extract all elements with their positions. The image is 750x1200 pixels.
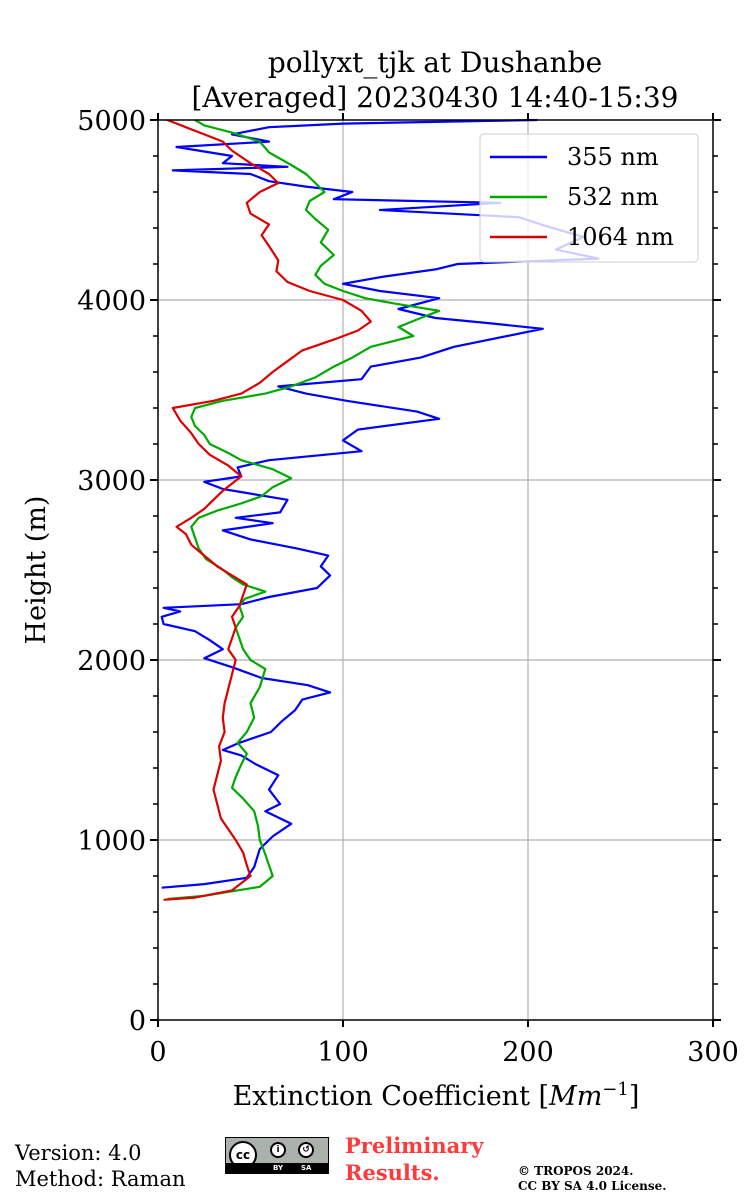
y-tick-label-4: 4000 — [77, 286, 146, 317]
version-text: Version: 4.0 — [15, 1141, 142, 1165]
x-tick-label-3: 300 — [687, 1037, 739, 1068]
legend-label-1064: 1064 nm — [567, 223, 674, 251]
legend: 355 nm 532 nm 1064 nm — [479, 133, 699, 263]
y-tick-label-0: 0 — [129, 1006, 146, 1037]
x-tick-label-0: 0 — [149, 1037, 166, 1068]
badge-bar — [226, 1163, 328, 1173]
copyright-line1: © TROPOS 2024. — [518, 1164, 634, 1178]
legend-label-355: 355 nm — [567, 143, 659, 171]
y-tick-label-2: 2000 — [77, 646, 146, 677]
series-line-1064-nm — [163, 118, 372, 901]
legend-box — [479, 133, 699, 263]
preliminary-results-text: Preliminary Results. — [345, 1132, 484, 1186]
preliminary-line1: Preliminary — [345, 1133, 484, 1158]
y-tick-label-1: 1000 — [77, 826, 146, 857]
cc-license-badge: cc i ↺ BY SA — [225, 1137, 329, 1174]
method-text: Method: Raman — [15, 1167, 186, 1191]
badge-by-label: BY — [273, 1164, 284, 1172]
series-lines — [160, 118, 600, 901]
copyright-text: © TROPOS 2024. CC BY SA 4.0 License. — [518, 1164, 666, 1194]
series-line-532-nm — [167, 119, 441, 901]
x-tick-label-1: 100 — [317, 1037, 369, 1068]
attribution-icon: i — [270, 1142, 286, 1158]
preliminary-line2: Results. — [345, 1160, 440, 1185]
major-ticks — [150, 113, 721, 1027]
legend-label-532: 532 nm — [567, 183, 659, 211]
minor-ticks — [153, 155, 718, 985]
chart-title-line1: pollyxt_tjk at Dushanbe — [268, 46, 602, 79]
y-axis-label: Height (m) — [21, 496, 52, 645]
y-tick-label-3: 3000 — [77, 466, 146, 497]
copyright-line2: CC BY SA 4.0 License. — [518, 1179, 667, 1193]
chart-title-line2: [Averaged] 20230430 14:40-15:39 — [192, 81, 679, 114]
plot-frame — [157, 119, 714, 1021]
share-alike-icon: ↺ — [298, 1142, 314, 1158]
badge-sa-label: SA — [301, 1164, 312, 1172]
x-tick-label-2: 200 — [502, 1037, 554, 1068]
y-tick-label-5: 5000 — [77, 106, 146, 137]
x-axis-label: Extinction Coefficient [Mm−1] — [233, 1079, 640, 1112]
